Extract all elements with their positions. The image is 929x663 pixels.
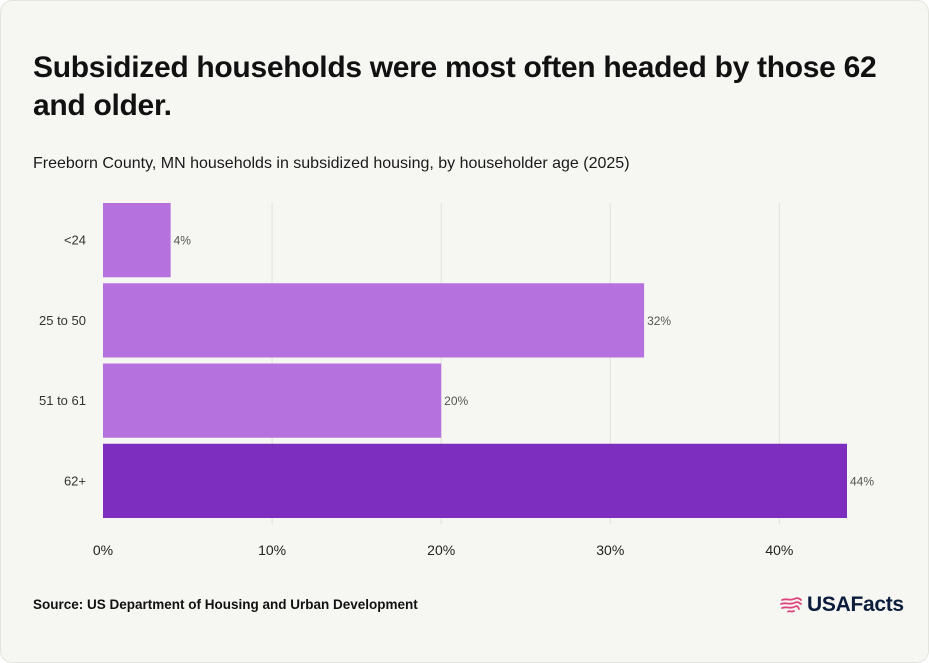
value-label: 44%	[850, 474, 874, 488]
chart-title: Subsidized households were most often he…	[33, 51, 877, 122]
x-tick-label: 0%	[93, 542, 113, 558]
category-label: <24	[64, 233, 86, 248]
usafacts-logo[interactable]: USAFacts	[780, 593, 904, 617]
source-note: Source: US Department of Housing and Urb…	[33, 597, 418, 612]
value-label: 20%	[444, 394, 468, 408]
bar-chart: 0% 10% 20% 30% 40% <24 4% 25 to 50 32% 51 to 61 20…	[39, 203, 874, 558]
x-tick-label: 20%	[427, 542, 455, 558]
chart-subtitle: Freeborn County, MN households in subsid…	[33, 155, 630, 172]
bar-0	[103, 203, 171, 278]
value-label: 4%	[174, 234, 192, 248]
logo-text: USAFacts	[807, 593, 904, 616]
x-tick-label: 10%	[258, 542, 286, 558]
category-label: 25 to 50	[39, 313, 86, 328]
x-tick-label: 40%	[765, 542, 793, 558]
bar-1	[103, 283, 645, 358]
x-tick-label: 30%	[596, 542, 624, 558]
us-flag-map-icon	[780, 597, 802, 613]
bar-2	[103, 363, 442, 438]
category-label: 62+	[64, 473, 86, 488]
value-label: 32%	[647, 314, 671, 328]
category-label: 51 to 61	[39, 393, 86, 408]
bar-3	[103, 443, 847, 518]
